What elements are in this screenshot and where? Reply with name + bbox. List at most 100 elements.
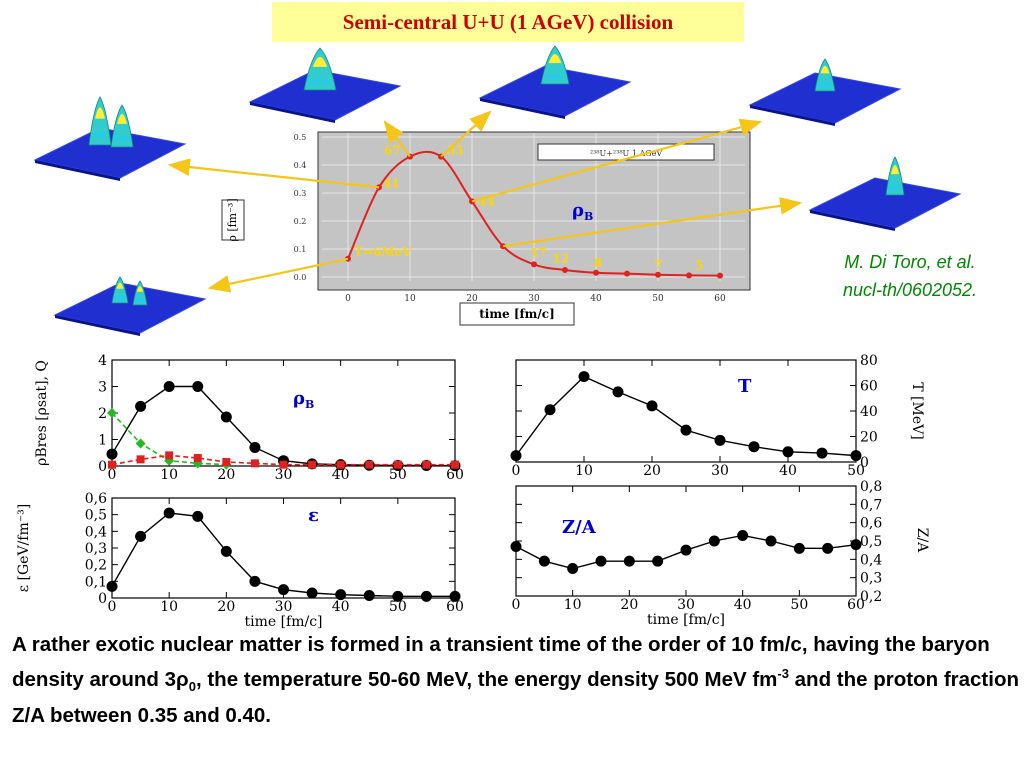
x-tick-label: 40 bbox=[734, 597, 752, 613]
y-tick-label: 0,4 bbox=[860, 552, 882, 568]
data-point bbox=[106, 448, 118, 460]
data-point bbox=[737, 530, 749, 541]
main-data-point bbox=[593, 269, 599, 276]
x-tick-label: 10 bbox=[564, 597, 582, 613]
annotation-label: Z/A bbox=[562, 517, 597, 538]
main-y-tick-label: 0.5 bbox=[294, 133, 307, 142]
data-point bbox=[220, 545, 232, 557]
data-point bbox=[220, 411, 232, 423]
main-y-tick-label: 0.4 bbox=[294, 161, 307, 170]
data-point bbox=[850, 539, 862, 551]
y-tick-label: 40 bbox=[860, 404, 878, 420]
y-tick-label: 0,4 bbox=[85, 524, 107, 540]
x-tick-label: 10 bbox=[160, 599, 178, 615]
data-point bbox=[510, 541, 522, 552]
data-point bbox=[336, 460, 345, 469]
main-point-label: 5 bbox=[695, 258, 703, 272]
snapshot-icon-t20 bbox=[748, 58, 902, 126]
x-tick-label: 20 bbox=[217, 467, 235, 483]
main-point-label: 41 bbox=[383, 176, 400, 190]
caption-text: A rather exotic nuclear matter is formed… bbox=[12, 630, 1020, 730]
data-point bbox=[250, 459, 259, 468]
data-point bbox=[652, 555, 664, 567]
data-point bbox=[544, 404, 556, 416]
y-tick-label: 0,7 bbox=[860, 497, 882, 513]
main-data-point bbox=[624, 270, 630, 277]
data-point bbox=[107, 408, 117, 418]
data-point bbox=[646, 400, 658, 412]
main-x-tick-label: 60 bbox=[714, 294, 726, 304]
main-data-point bbox=[686, 272, 692, 279]
data-point bbox=[249, 575, 261, 587]
x-tick-label: 20 bbox=[217, 599, 235, 615]
x-axis-label: time [fm/c] bbox=[647, 612, 725, 628]
y-axis-label: ε [GeV/fm⁻³] bbox=[16, 504, 32, 592]
data-point bbox=[680, 424, 692, 436]
y-tick-label: 0,5 bbox=[85, 508, 107, 524]
data-point bbox=[222, 458, 231, 467]
main-x-tick-label: 40 bbox=[590, 294, 602, 304]
y-tick-label: 0,1 bbox=[85, 574, 107, 590]
proton-fraction-panel: 0 10 20 30 40 50 600,2 0,3 0,4 0,5 0,6 0,7 0,8 Z/A tim… bbox=[510, 479, 930, 628]
data-point bbox=[365, 460, 374, 469]
data-point bbox=[765, 535, 777, 547]
y-tick-label: 1 bbox=[98, 433, 107, 449]
snapshot-arrow bbox=[383, 120, 411, 158]
main-point-label: 7 bbox=[654, 258, 662, 272]
page-title: Semi-central U+U (1 AGeV) collision bbox=[272, 2, 744, 42]
y-tick-label: 2 bbox=[98, 406, 107, 422]
data-point bbox=[363, 590, 375, 601]
annotation-label: ε bbox=[308, 505, 319, 526]
data-point bbox=[106, 580, 118, 592]
snapshot-arrow bbox=[207, 257, 349, 293]
main-data-point bbox=[531, 261, 537, 268]
data-point bbox=[163, 507, 175, 519]
x-tick-label: 20 bbox=[620, 597, 638, 613]
data-point bbox=[538, 555, 550, 567]
data-point bbox=[708, 535, 720, 547]
data-point bbox=[192, 381, 204, 392]
y-tick-label: 0,8 bbox=[860, 479, 882, 495]
data-point bbox=[612, 386, 624, 398]
x-tick-label: 30 bbox=[711, 463, 729, 479]
y-tick-label: 3 bbox=[98, 380, 107, 396]
x-tick-label: 30 bbox=[275, 599, 293, 615]
data-point bbox=[816, 447, 828, 459]
main-xlabel-box bbox=[459, 302, 575, 326]
data-point bbox=[567, 563, 579, 574]
x-tick-label: 0 bbox=[108, 467, 117, 483]
energy-density-panel: 0 10 20 30 40 50 60 00,10,20,30,40,50,6 ε [GeV/f… bbox=[16, 491, 464, 630]
data-point bbox=[420, 590, 432, 602]
data-point bbox=[135, 530, 147, 542]
data-point bbox=[192, 510, 204, 522]
data-point bbox=[595, 555, 607, 567]
y-axis-label: Z/A bbox=[914, 528, 930, 553]
caption-subscript: 0 bbox=[188, 678, 196, 694]
y-tick-label: 0 bbox=[98, 459, 107, 475]
caption-superscript: -3 bbox=[777, 666, 789, 681]
citation: M. Di Toro, et al. nucl-th/0602052. bbox=[800, 248, 1020, 304]
y-axis-label: ρBres [ρsat], Q bbox=[34, 360, 50, 466]
caption-part-3: and the proton fraction Z/A between 0.35… bbox=[12, 667, 1019, 727]
y-tick-label: 80 bbox=[860, 353, 878, 369]
main-x-tick-label: 0 bbox=[345, 294, 351, 304]
snapshot-icon-t10 bbox=[248, 47, 402, 123]
caption-part-2: , the temperature 50-60 MeV, the energy … bbox=[195, 667, 778, 691]
y-tick-label: 20 bbox=[860, 430, 878, 446]
data-point bbox=[748, 441, 760, 453]
x-tick-label: 10 bbox=[575, 463, 593, 479]
main-data-point bbox=[717, 272, 723, 279]
main-data-point bbox=[562, 267, 568, 273]
data-point bbox=[335, 589, 347, 601]
rhoB-panel-frame bbox=[111, 359, 456, 467]
y-tick-label: 0,5 bbox=[860, 534, 882, 550]
main-point-label: 67 bbox=[384, 144, 401, 158]
main-x-axis-label: time [fm/c] bbox=[479, 307, 555, 321]
data-point bbox=[393, 460, 402, 469]
main-y-tick-label: 0.3 bbox=[294, 189, 307, 198]
data-point bbox=[793, 542, 805, 554]
data-point bbox=[135, 400, 147, 412]
main-point-label: T=6MeV bbox=[354, 245, 412, 259]
data-point bbox=[714, 434, 726, 446]
x-tick-label: 20 bbox=[643, 463, 661, 479]
